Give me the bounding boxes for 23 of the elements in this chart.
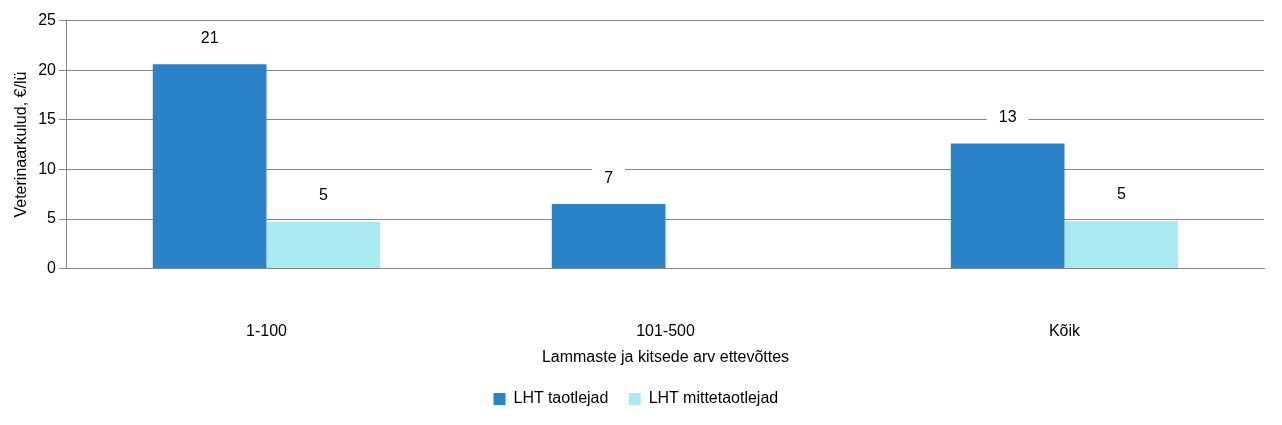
data-label: 5 — [1116, 185, 1126, 203]
data-label: 7 — [604, 168, 614, 186]
y-tick-label: 10 — [38, 159, 57, 177]
legend-label: LHT mittetaotlejad — [648, 389, 779, 407]
bar — [266, 221, 381, 269]
data-label: 5 — [318, 186, 328, 204]
y-tick-label: 0 — [47, 259, 57, 277]
bar — [950, 143, 1065, 269]
x-tick-label: Kõik — [1048, 321, 1082, 339]
data-label: 13 — [998, 108, 1017, 126]
bar — [551, 204, 666, 269]
x-tick-label: 101-500 — [636, 321, 695, 339]
y-tick-label: 20 — [38, 60, 57, 78]
x-axis-title: Lammaste ja kitsede arv ettevõttes — [541, 347, 790, 365]
legend-label: LHT taotlejad — [513, 389, 609, 407]
data-label: 21 — [200, 28, 219, 46]
bar — [1064, 220, 1179, 269]
x-tick-label: 1-100 — [246, 321, 288, 339]
y-tick-label: 25 — [38, 11, 57, 29]
y-axis-title: Veterinaarkulud, €/lü — [12, 71, 30, 218]
y-tick-label: 5 — [47, 209, 57, 227]
y-tick-label: 15 — [38, 110, 57, 128]
bar — [152, 64, 267, 269]
